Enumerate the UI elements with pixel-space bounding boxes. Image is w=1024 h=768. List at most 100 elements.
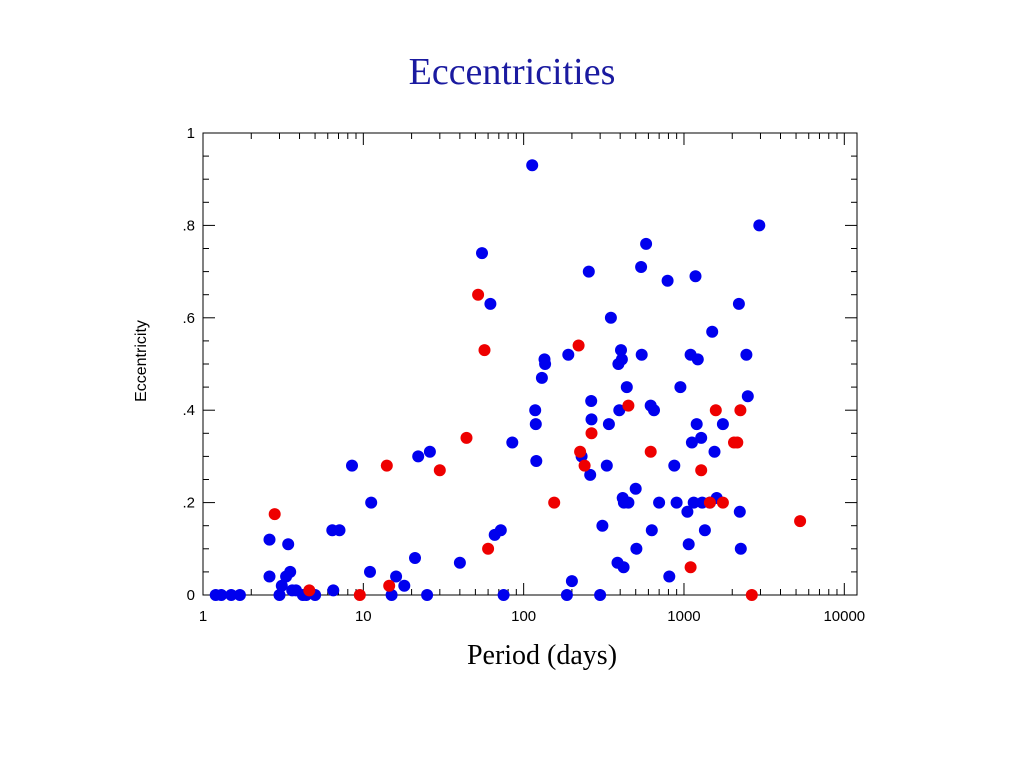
data-point — [622, 399, 635, 412]
data-point — [709, 404, 722, 417]
data-point — [691, 353, 704, 366]
data-point — [615, 353, 628, 366]
x-tick-label: 1 — [199, 608, 207, 625]
data-point — [682, 538, 695, 551]
data-point — [585, 413, 598, 426]
plot-axes: 0 .2 .4 .6 .8 1 1 10 100 1000 10000 — [182, 125, 865, 625]
data-point — [687, 496, 700, 509]
data-point — [565, 575, 578, 588]
data-point — [716, 418, 729, 431]
data-point — [741, 390, 754, 403]
data-point — [273, 589, 286, 601]
data-point — [703, 496, 716, 509]
data-point — [594, 589, 607, 601]
x-tick-label: 10000 — [823, 608, 865, 625]
data-point — [644, 445, 657, 458]
y-tick-label: 1 — [187, 125, 195, 142]
data-point — [602, 418, 615, 431]
y-tick-label: 0 — [187, 587, 195, 604]
data-point — [574, 445, 587, 458]
data-point — [663, 570, 676, 583]
data-point — [453, 556, 466, 569]
data-point — [225, 589, 238, 601]
data-point — [685, 436, 698, 449]
x-axis-label: Period (days) — [466, 640, 618, 671]
data-point — [282, 538, 295, 551]
data-point — [731, 436, 744, 449]
data-point — [263, 533, 276, 546]
data-point — [423, 445, 436, 458]
series-1 — [268, 288, 807, 601]
data-point — [364, 565, 376, 578]
data-point — [460, 431, 473, 444]
data-point — [548, 496, 561, 509]
data-point — [613, 404, 626, 417]
data-point — [478, 344, 491, 357]
data-point — [412, 450, 425, 463]
data-point — [653, 496, 666, 509]
data-point — [284, 565, 297, 578]
data-point — [670, 496, 683, 509]
data-point — [745, 589, 758, 601]
data-point — [526, 159, 539, 172]
data-point — [268, 508, 281, 521]
data-point — [733, 505, 746, 518]
data-point — [398, 579, 411, 592]
data-point — [578, 459, 591, 472]
data-point — [620, 381, 633, 394]
data-point — [535, 371, 548, 384]
data-point — [604, 311, 617, 324]
data-point — [668, 459, 681, 472]
data-point — [661, 274, 674, 287]
chart-title: Eccentricities — [408, 51, 616, 93]
data-point — [560, 589, 573, 601]
data-point — [215, 589, 228, 601]
data-point — [706, 325, 719, 338]
data-point — [539, 358, 552, 370]
data-point — [529, 404, 542, 417]
data-point — [572, 339, 585, 352]
data-point — [380, 459, 393, 472]
data-point — [506, 436, 519, 449]
data-point — [600, 459, 613, 472]
x-tick-label: 10 — [355, 608, 372, 625]
data-point — [390, 570, 403, 583]
data-point — [582, 265, 595, 278]
data-point — [353, 589, 366, 601]
y-tick-label: .8 — [182, 217, 195, 234]
data-point — [648, 404, 660, 417]
data-point — [385, 589, 398, 601]
data-point — [529, 418, 542, 431]
data-point — [327, 584, 340, 597]
data-point — [275, 579, 288, 592]
data-point — [333, 524, 346, 537]
data-point — [708, 445, 721, 458]
data-point — [584, 468, 597, 481]
data-point — [494, 524, 507, 537]
data-point — [681, 505, 694, 518]
data-point — [695, 464, 708, 477]
data-point — [734, 404, 747, 417]
data-point — [263, 570, 276, 583]
data-point — [690, 418, 703, 431]
data-point — [303, 584, 316, 597]
data-point — [740, 348, 753, 361]
data-point — [698, 524, 711, 537]
data-point — [695, 431, 708, 444]
data-point — [635, 348, 648, 361]
y-axis-label: Eccentricity — [133, 320, 150, 402]
x-tick-label: 1000 — [667, 608, 700, 625]
data-point — [562, 348, 575, 361]
data-point — [617, 561, 630, 574]
data-point — [585, 395, 598, 407]
y-tick-label: .4 — [182, 402, 195, 419]
data-point — [615, 344, 627, 357]
data-point — [716, 496, 729, 509]
data-point — [630, 542, 643, 555]
data-point — [476, 247, 488, 260]
series-0 — [209, 159, 766, 601]
data-point — [472, 288, 485, 301]
data-point — [753, 219, 766, 232]
y-tick-label: .2 — [182, 495, 195, 512]
